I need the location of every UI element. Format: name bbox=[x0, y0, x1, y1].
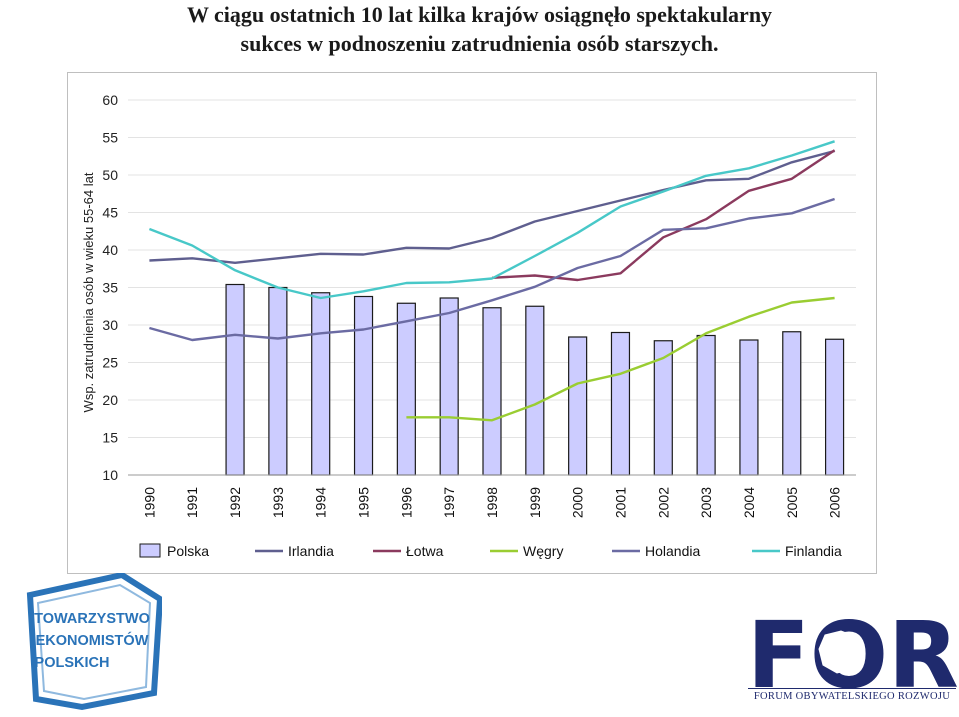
bar bbox=[268, 286, 288, 476]
y-tick-label: 45 bbox=[102, 205, 118, 221]
x-tick-label: 1993 bbox=[270, 487, 286, 518]
y-tick-label: 60 bbox=[102, 92, 118, 108]
x-tick-label: 1995 bbox=[356, 487, 372, 518]
bar bbox=[439, 297, 459, 476]
legend-label: Finlandia bbox=[785, 543, 842, 559]
bar bbox=[396, 302, 416, 476]
x-tick-label: 2002 bbox=[655, 487, 671, 518]
x-tick-label: 2000 bbox=[570, 487, 586, 518]
bar bbox=[525, 305, 545, 476]
series-line bbox=[406, 296, 835, 422]
series-line bbox=[149, 149, 835, 264]
for-logo: FOR bbox=[747, 602, 957, 709]
x-tick-label: 1992 bbox=[227, 487, 243, 518]
tep-logo-line-2: EKONOMISTÓW bbox=[36, 631, 149, 649]
bar bbox=[225, 283, 245, 476]
legend-label: Irlandia bbox=[288, 543, 334, 559]
x-tick-label: 1996 bbox=[398, 487, 414, 518]
y-tick-label: 15 bbox=[102, 430, 118, 446]
bar bbox=[696, 334, 716, 476]
title-line-2: sukces w podnoszeniu zatrudnienia osób s… bbox=[240, 31, 719, 56]
for-caption: FORUM OBYWATELSKIEGO ROZWOJU bbox=[748, 688, 956, 702]
legend-label: Łotwa bbox=[406, 543, 444, 559]
bar bbox=[782, 331, 802, 476]
series-line bbox=[149, 197, 835, 342]
y-tick-label: 10 bbox=[102, 467, 118, 483]
chart-area: 10 15 20 25 30 35 40 45 50 55 60 Wsp. zatrudnienia … bbox=[67, 72, 877, 574]
x-tick-label: 1994 bbox=[313, 487, 329, 518]
y-tick-label: 30 bbox=[102, 317, 118, 333]
x-tick-label: 1990 bbox=[141, 487, 157, 518]
legend-label: Polska bbox=[167, 543, 209, 559]
chart-title: W ciągu ostatnich 10 lat kilka krajów os… bbox=[0, 0, 959, 58]
series-line bbox=[148, 140, 835, 300]
y-tick-label: 35 bbox=[102, 280, 118, 296]
x-tick-label: 2004 bbox=[741, 487, 757, 518]
x-tick-label: 1991 bbox=[184, 487, 200, 518]
poland-map-icon bbox=[818, 630, 862, 674]
series-line bbox=[491, 149, 836, 282]
bar bbox=[482, 307, 502, 476]
x-tick-label: 1999 bbox=[527, 487, 543, 518]
chart-svg: 10 15 20 25 30 35 40 45 50 55 60 Wsp. zatrudnienia … bbox=[81, 92, 856, 559]
bar bbox=[610, 331, 631, 476]
tep-logo-line-3: POLSKICH bbox=[35, 655, 110, 671]
x-tick-label: 1997 bbox=[441, 487, 457, 518]
x-tick-label: 2001 bbox=[613, 487, 629, 518]
legend-swatch bbox=[139, 543, 161, 558]
legend-label: Holandia bbox=[645, 543, 700, 559]
x-tick-label: 1998 bbox=[484, 487, 500, 518]
tep-logo: TOWARZYSTWO EKONOMISTÓW POLSKICH bbox=[26, 573, 162, 711]
legend-label: Węgry bbox=[523, 543, 563, 559]
y-tick-label: 40 bbox=[102, 242, 118, 258]
bar bbox=[311, 292, 331, 476]
title-line-1: W ciągu ostatnich 10 lat kilka krajów os… bbox=[186, 2, 773, 27]
y-tick-label: 20 bbox=[102, 392, 118, 408]
x-tick-label: 2003 bbox=[698, 487, 714, 518]
bar bbox=[824, 338, 845, 476]
bar bbox=[353, 295, 374, 476]
bar bbox=[739, 339, 759, 476]
y-tick-label: 50 bbox=[102, 167, 118, 183]
x-tick-label: 2005 bbox=[784, 487, 800, 518]
y-tick-label: 25 bbox=[102, 355, 118, 371]
tep-logo-line-1: TOWARZYSTWO bbox=[34, 611, 150, 627]
y-axis-label: Wsp. zatrudnienia osób w wieku 55-64 lat bbox=[81, 172, 96, 412]
bar bbox=[568, 336, 588, 476]
x-tick-label: 2006 bbox=[827, 487, 843, 518]
y-tick-label: 55 bbox=[102, 130, 118, 146]
